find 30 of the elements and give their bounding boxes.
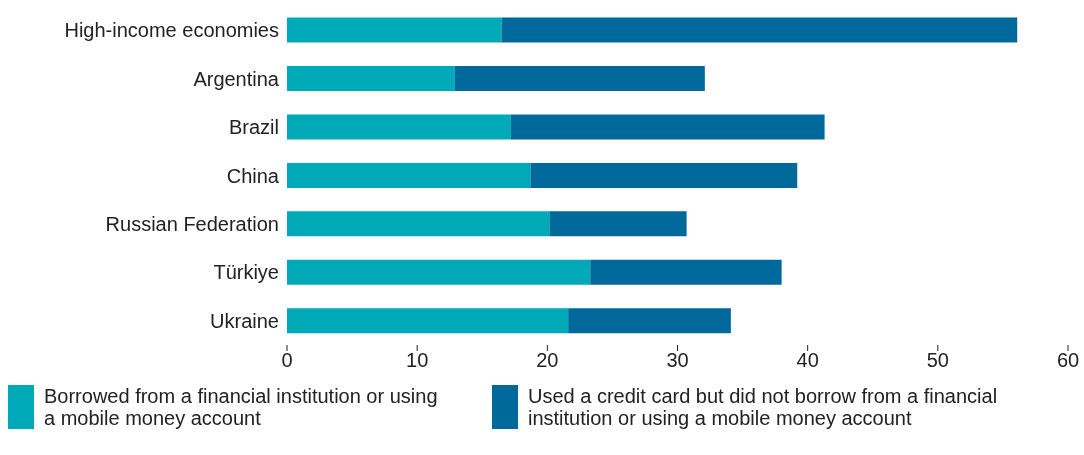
y-tick-label: Türkiye: [213, 261, 279, 284]
bar: [590, 259, 782, 285]
legend-label: Used a credit card but did not borrow from a financial institution or using a mobile money account: [528, 385, 999, 429]
bar: [287, 114, 511, 140]
bar: [287, 259, 591, 285]
x-tick-label: 50: [926, 349, 949, 372]
bar: [287, 17, 502, 43]
x-tick-label: 20: [536, 349, 559, 372]
y-tick-label: Brazil: [228, 116, 279, 139]
bar: [568, 308, 731, 334]
bar: [287, 308, 569, 334]
bar: [549, 211, 687, 237]
bar: [287, 211, 550, 237]
x-tick-label: 0: [281, 349, 293, 372]
y-tick-label: Argentina: [193, 67, 280, 90]
bar: [454, 66, 705, 92]
x-tick-label: 10: [406, 349, 429, 372]
bar: [530, 162, 798, 188]
x-tick-label: 30: [666, 349, 689, 372]
y-tick-label: Ukraine: [210, 309, 279, 332]
bar: [287, 162, 531, 188]
y-tick-label: Russian Federation: [105, 213, 279, 236]
legend-label: Borrowed from a financial institution or using a mobile money account: [44, 385, 439, 429]
bar: [287, 66, 455, 92]
x-tick-label: 60: [1056, 349, 1080, 372]
y-tick-label: China: [226, 164, 280, 187]
bar: [501, 17, 1018, 43]
y-tick-label: High-income economies: [64, 19, 279, 42]
bar: [510, 114, 825, 140]
x-tick-label: 40: [796, 349, 819, 372]
